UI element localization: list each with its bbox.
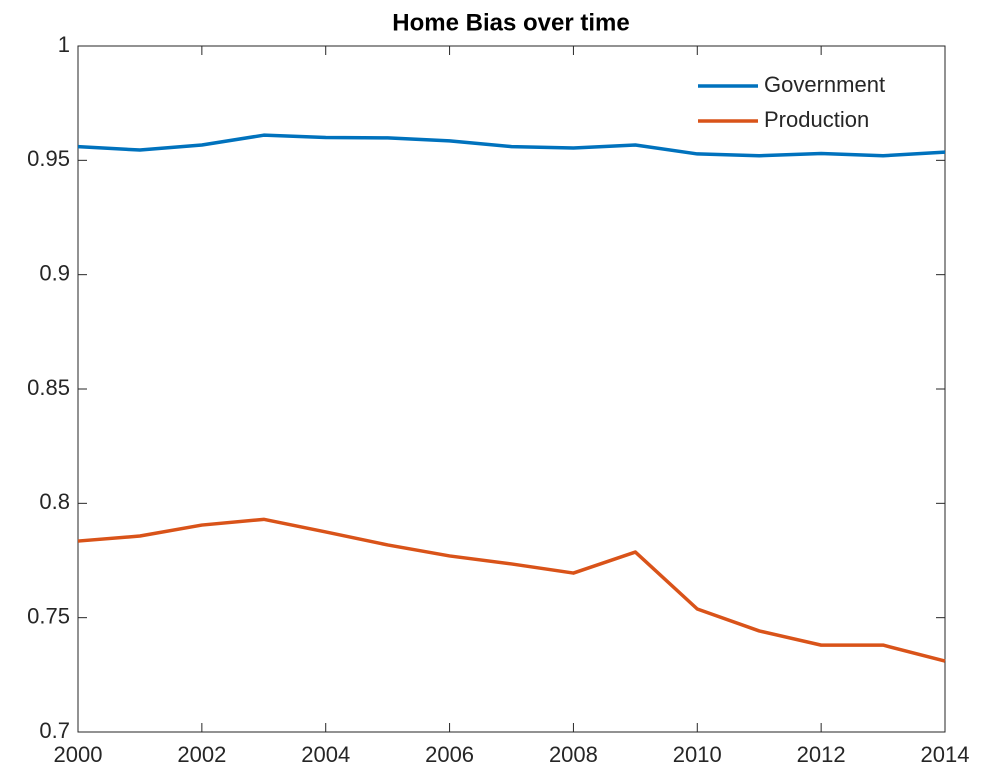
x-tick-label: 2008 xyxy=(549,742,598,767)
y-tick-label: 0.9 xyxy=(39,260,70,285)
x-tick-label: 2012 xyxy=(797,742,846,767)
y-tick-label: 0.75 xyxy=(27,603,70,628)
x-tick-label: 2004 xyxy=(301,742,350,767)
x-tick-label: 2000 xyxy=(54,742,103,767)
y-tick-label: 0.8 xyxy=(39,489,70,514)
legend-label: Production xyxy=(764,107,869,132)
y-tick-label: 0.7 xyxy=(39,718,70,743)
y-tick-label: 1 xyxy=(58,32,70,57)
y-tick-label: 0.95 xyxy=(27,146,70,171)
x-tick-label: 2002 xyxy=(177,742,226,767)
chart-title: Home Bias over time xyxy=(392,9,629,36)
legend-label: Government xyxy=(764,72,885,97)
x-tick-label: 2014 xyxy=(921,742,970,767)
y-tick-label: 0.85 xyxy=(27,375,70,400)
x-tick-label: 2010 xyxy=(673,742,722,767)
x-tick-label: 2006 xyxy=(425,742,474,767)
series-line xyxy=(77,517,946,663)
plot-area xyxy=(77,45,946,733)
series-line xyxy=(77,133,946,158)
